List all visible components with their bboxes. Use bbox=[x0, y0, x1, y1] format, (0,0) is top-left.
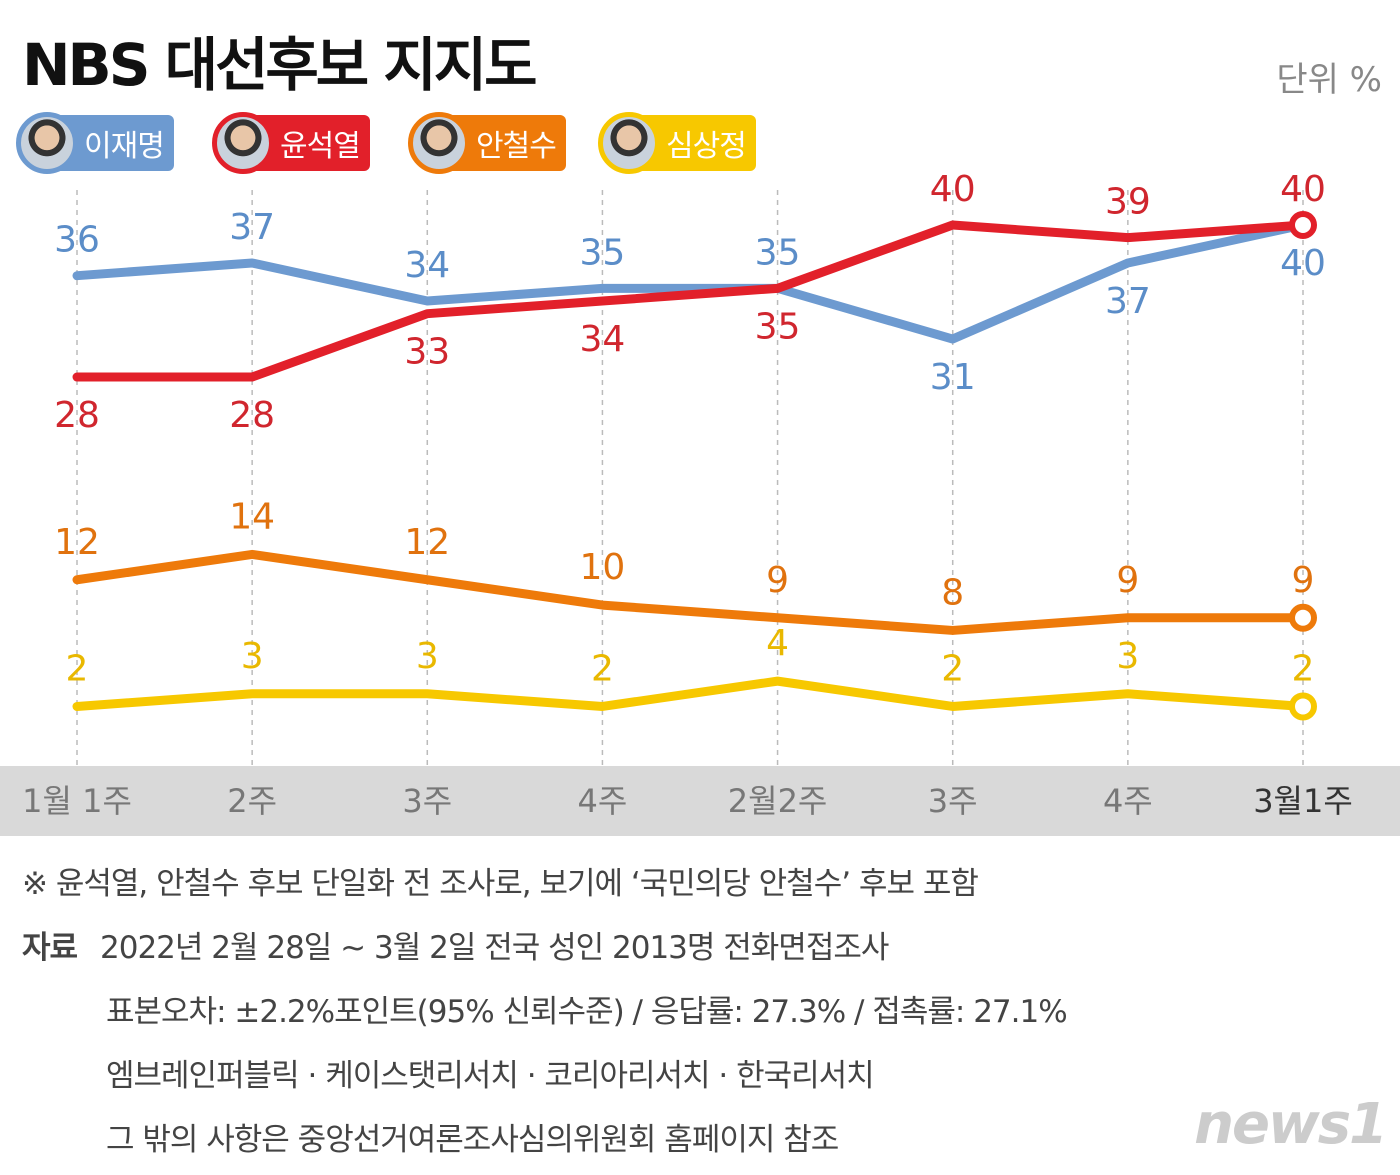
data-label: 31 bbox=[930, 357, 976, 398]
data-label: 33 bbox=[404, 332, 450, 373]
footnote: ※ 윤석열, 안철수 후보 단일화 전 조사로, 보기에 ‘국민의당 안철수’ … bbox=[22, 866, 979, 902]
series-line bbox=[72, 676, 1308, 711]
data-label: 40 bbox=[930, 169, 976, 210]
data-label: 35 bbox=[755, 232, 801, 273]
legend-label: 이재명 bbox=[58, 115, 174, 171]
avatar bbox=[408, 112, 470, 174]
data-label: 10 bbox=[580, 547, 626, 588]
x-tick-label: 1월 1주 bbox=[22, 782, 132, 820]
legend-label: 심상정 bbox=[640, 115, 756, 171]
x-tick-label: 4주 bbox=[1103, 782, 1153, 820]
data-label: 9 bbox=[1116, 560, 1139, 601]
data-label: 12 bbox=[404, 522, 450, 563]
series-line bbox=[72, 549, 1308, 635]
avatar bbox=[212, 112, 274, 174]
series-line bbox=[72, 220, 1308, 344]
source-line: 엠브레인퍼블릭 · 케이스탯리서치 · 코리아리서치 · 한국리서치 bbox=[106, 1058, 875, 1094]
data-label: 3 bbox=[1116, 636, 1139, 677]
data-label: 37 bbox=[229, 207, 275, 248]
data-label: 35 bbox=[755, 306, 801, 347]
data-label: 3 bbox=[416, 636, 439, 677]
x-tick-label: 2월2주 bbox=[728, 782, 828, 820]
data-label: 40 bbox=[1280, 169, 1326, 210]
unit-label: 단위 % bbox=[1276, 60, 1382, 100]
data-label: 35 bbox=[580, 232, 626, 273]
legend-item-sim: 심상정 bbox=[598, 112, 756, 174]
data-label: 36 bbox=[54, 220, 100, 261]
end-marker bbox=[1289, 692, 1317, 721]
data-label: 14 bbox=[229, 496, 275, 537]
news1-logo: news1 bbox=[1194, 1092, 1388, 1157]
x-tick-label: 3월1주 bbox=[1253, 782, 1353, 820]
x-tick-label: 3주 bbox=[928, 782, 978, 820]
data-label: 40 bbox=[1280, 243, 1326, 284]
avatar bbox=[16, 112, 78, 174]
legend-item-ahn: 안철수 bbox=[408, 112, 566, 174]
data-label: 2 bbox=[1292, 648, 1315, 689]
source-line: 표본오차: ±2.2%포인트(95% 신뢰수준) / 응답률: 27.3% / … bbox=[106, 994, 1068, 1030]
data-label: 34 bbox=[404, 245, 450, 286]
source-line: 그 밖의 사항은 중앙선거여론조사심의위원회 홈페이지 참조 bbox=[106, 1122, 839, 1158]
x-tick-label: 2주 bbox=[227, 782, 277, 820]
data-label: 2 bbox=[66, 648, 89, 689]
x-tick-label: 4주 bbox=[578, 782, 628, 820]
x-tick-label: 3주 bbox=[402, 782, 452, 820]
avatar bbox=[598, 112, 660, 174]
source-line: 2022년 2월 28일 ~ 3월 2일 전국 성인 2013명 전화면접조사 bbox=[100, 930, 889, 966]
data-label: 8 bbox=[941, 572, 964, 613]
data-label: 9 bbox=[1292, 560, 1315, 601]
data-label: 2 bbox=[591, 648, 614, 689]
data-label: 39 bbox=[1105, 182, 1151, 223]
source-label: 자료 bbox=[22, 930, 78, 966]
data-label: 12 bbox=[54, 522, 100, 563]
data-label: 34 bbox=[580, 319, 626, 360]
data-label: 2 bbox=[941, 648, 964, 689]
data-label: 4 bbox=[766, 623, 789, 664]
legend-item-lee: 이재명 bbox=[16, 112, 174, 174]
data-label: 37 bbox=[1105, 281, 1151, 322]
data-label: 28 bbox=[229, 395, 275, 436]
legend-item-yoon: 윤석열 bbox=[212, 112, 370, 174]
data-label: 9 bbox=[766, 560, 789, 601]
end-marker bbox=[1289, 211, 1317, 239]
data-label: 28 bbox=[54, 395, 100, 436]
x-axis-band bbox=[0, 766, 1400, 836]
data-label: 3 bbox=[241, 636, 264, 677]
chart-title: NBS 대선후보 지지도 bbox=[22, 31, 537, 99]
end-marker bbox=[1289, 603, 1317, 632]
series-line bbox=[72, 220, 1308, 382]
